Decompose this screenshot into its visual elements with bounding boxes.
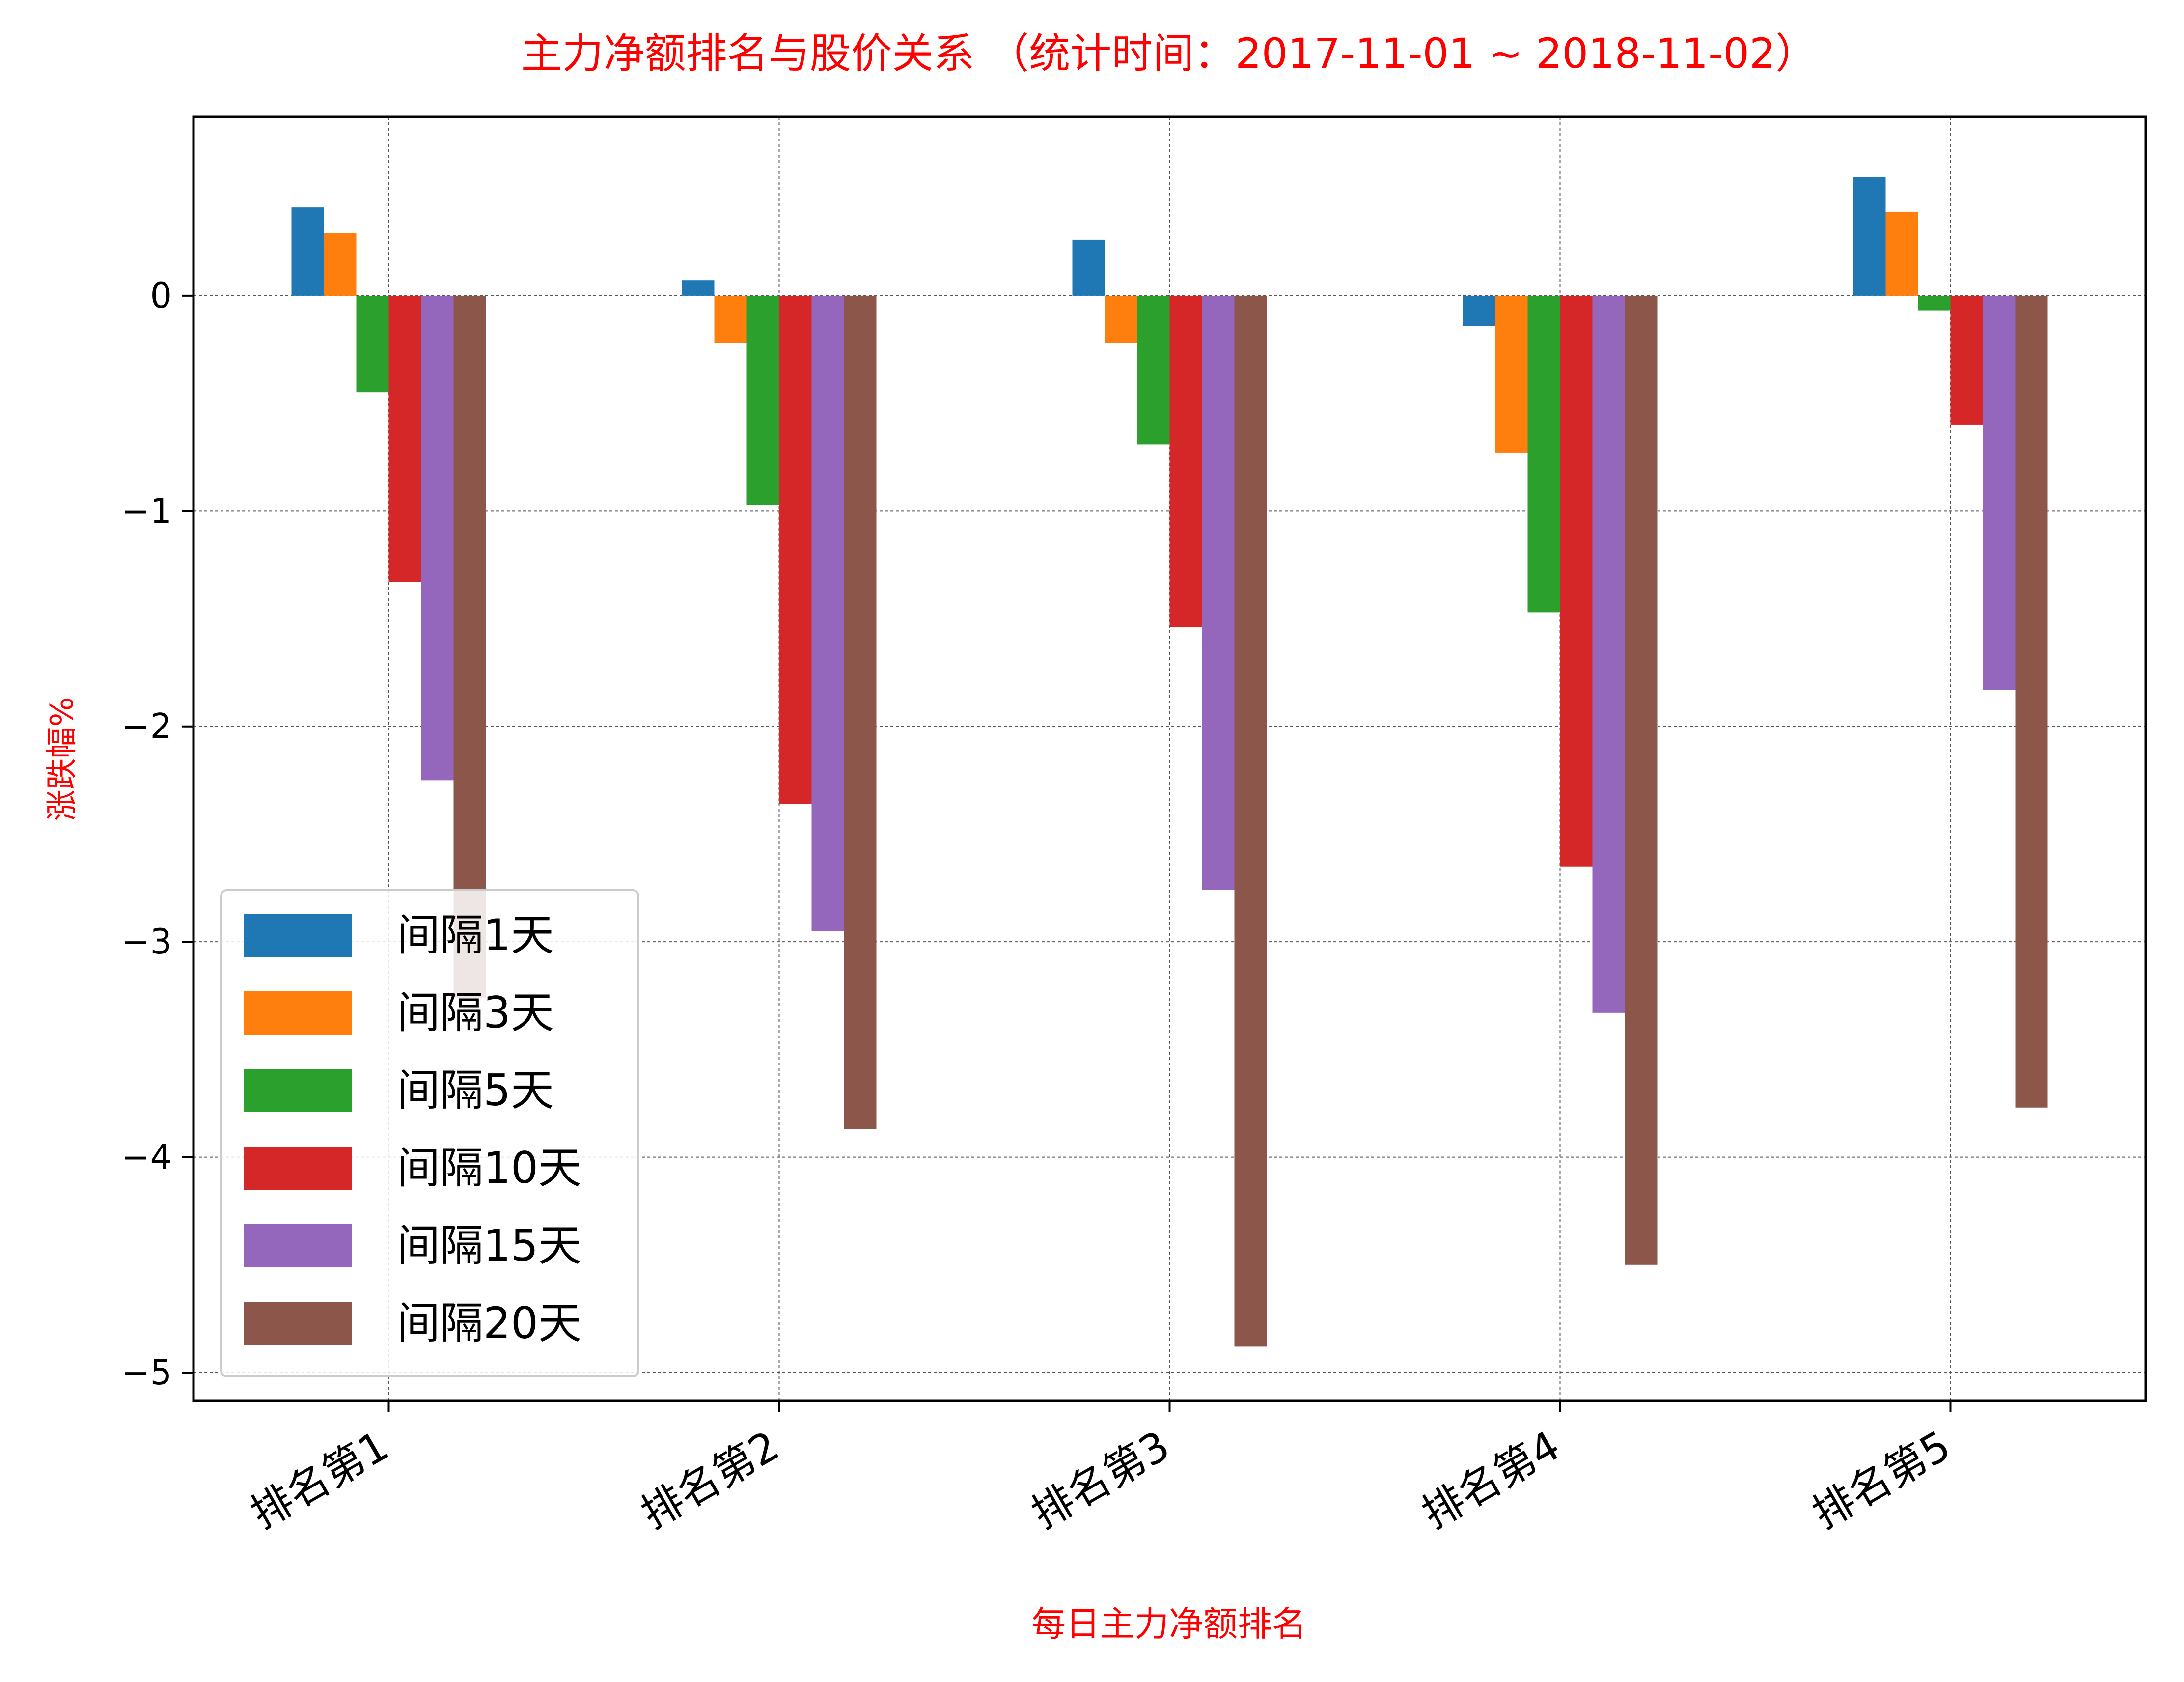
bar xyxy=(1560,295,1593,867)
bar xyxy=(746,295,779,505)
chart-title: 主力净额排名与股价关系 （统计时间：2017-11-01 ~ 2018-11-0… xyxy=(521,29,1817,78)
y-tick-label: −2 xyxy=(121,706,172,747)
bar xyxy=(714,295,747,343)
bar xyxy=(324,233,357,296)
bar xyxy=(682,280,715,296)
bar xyxy=(1853,177,1886,296)
bar xyxy=(2015,295,2048,1108)
bar xyxy=(1105,295,1137,343)
bar xyxy=(1950,295,1983,425)
y-tick-label: −3 xyxy=(121,922,172,962)
bar xyxy=(421,295,454,781)
legend-label: 间隔20天 xyxy=(397,1298,581,1348)
legend-swatch xyxy=(244,1069,352,1112)
bar xyxy=(453,295,486,998)
bar xyxy=(1885,211,1918,296)
legend-label: 间隔1天 xyxy=(397,910,554,960)
legend-label: 间隔5天 xyxy=(397,1065,554,1116)
bar xyxy=(811,295,844,931)
bar xyxy=(1592,295,1625,1013)
legend-swatch xyxy=(244,914,352,957)
bar xyxy=(291,207,324,296)
bar xyxy=(1137,295,1170,445)
bar xyxy=(1463,295,1495,326)
legend-swatch xyxy=(244,1302,352,1345)
bar xyxy=(779,295,812,804)
legend-label: 间隔3天 xyxy=(397,987,554,1038)
bar xyxy=(1918,295,1951,311)
legend-swatch xyxy=(244,991,352,1035)
bar xyxy=(1625,295,1658,1265)
y-tick-label: −4 xyxy=(121,1137,172,1177)
legend-swatch xyxy=(244,1147,352,1190)
legend-label: 间隔15天 xyxy=(397,1220,581,1271)
bar xyxy=(1202,295,1235,890)
bar xyxy=(356,295,389,393)
y-tick-label: 0 xyxy=(150,276,172,316)
bar xyxy=(388,295,421,582)
y-tick-label: −1 xyxy=(121,491,172,531)
bar xyxy=(844,295,877,1129)
bar xyxy=(1072,239,1105,296)
x-axis-label: 每日主力净额排名 xyxy=(1031,1604,1306,1644)
legend-label: 间隔10天 xyxy=(397,1143,581,1193)
bar xyxy=(1169,295,1202,628)
y-axis-label: 涨跌幅% xyxy=(44,697,81,821)
bar xyxy=(1495,295,1528,453)
y-tick-label: −5 xyxy=(121,1352,172,1393)
legend-swatch xyxy=(244,1224,352,1267)
bar xyxy=(1983,295,2016,690)
bar xyxy=(1527,295,1560,613)
bar xyxy=(1234,295,1267,1347)
